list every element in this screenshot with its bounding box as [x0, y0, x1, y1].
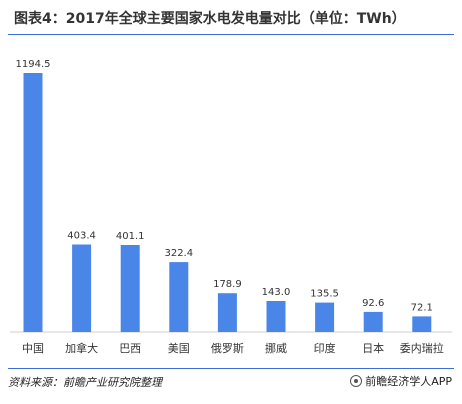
category-label-0: 中国 [22, 342, 44, 355]
bar-8 [412, 316, 432, 332]
bar-0 [23, 73, 43, 332]
category-label-4: 俄罗斯 [211, 342, 244, 355]
data-label-0: 1194.5 [16, 59, 51, 70]
bar-4 [217, 293, 237, 332]
brand-mark: 前瞻经济学人APP [350, 373, 452, 389]
category-label-8: 委内瑞拉 [400, 341, 444, 355]
category-label-1: 加拿大 [65, 341, 98, 355]
footer-divider [8, 368, 454, 369]
data-label-7: 92.6 [362, 298, 384, 309]
data-label-4: 178.9 [213, 279, 242, 290]
data-label-6: 135.5 [310, 289, 339, 300]
brand-logo-icon [350, 375, 363, 387]
brand-label: 前瞻经济学人APP [365, 375, 452, 388]
bar-2 [120, 245, 140, 332]
title-divider [8, 34, 454, 35]
data-label-8: 72.1 [411, 302, 433, 313]
bar-chart: 1194.5 中国 403.4 加拿大 401.1 巴西 322.4 美国 178.9 俄罗斯 14… [10, 59, 452, 355]
category-label-2: 巴西 [119, 342, 141, 355]
category-label-7: 日本 [362, 341, 384, 355]
bar-6 [315, 302, 335, 332]
category-label-6: 印度 [314, 341, 336, 355]
chart-title: 图表4：2017年全球主要国家水电发电量对比（单位：TWh） [14, 11, 406, 27]
data-label-3: 322.4 [164, 248, 193, 259]
source-note: 资料来源：前瞻产业研究院整理 [8, 376, 162, 389]
category-label-3: 美国 [168, 342, 190, 355]
data-label-5: 143.0 [262, 287, 291, 298]
bar-7 [363, 311, 383, 332]
data-label-1: 403.4 [67, 231, 96, 242]
category-label-5: 挪威 [265, 341, 287, 355]
bar-5 [266, 301, 286, 332]
bar-3 [169, 262, 189, 332]
bar-1 [72, 244, 92, 332]
data-label-2: 401.1 [116, 231, 145, 242]
